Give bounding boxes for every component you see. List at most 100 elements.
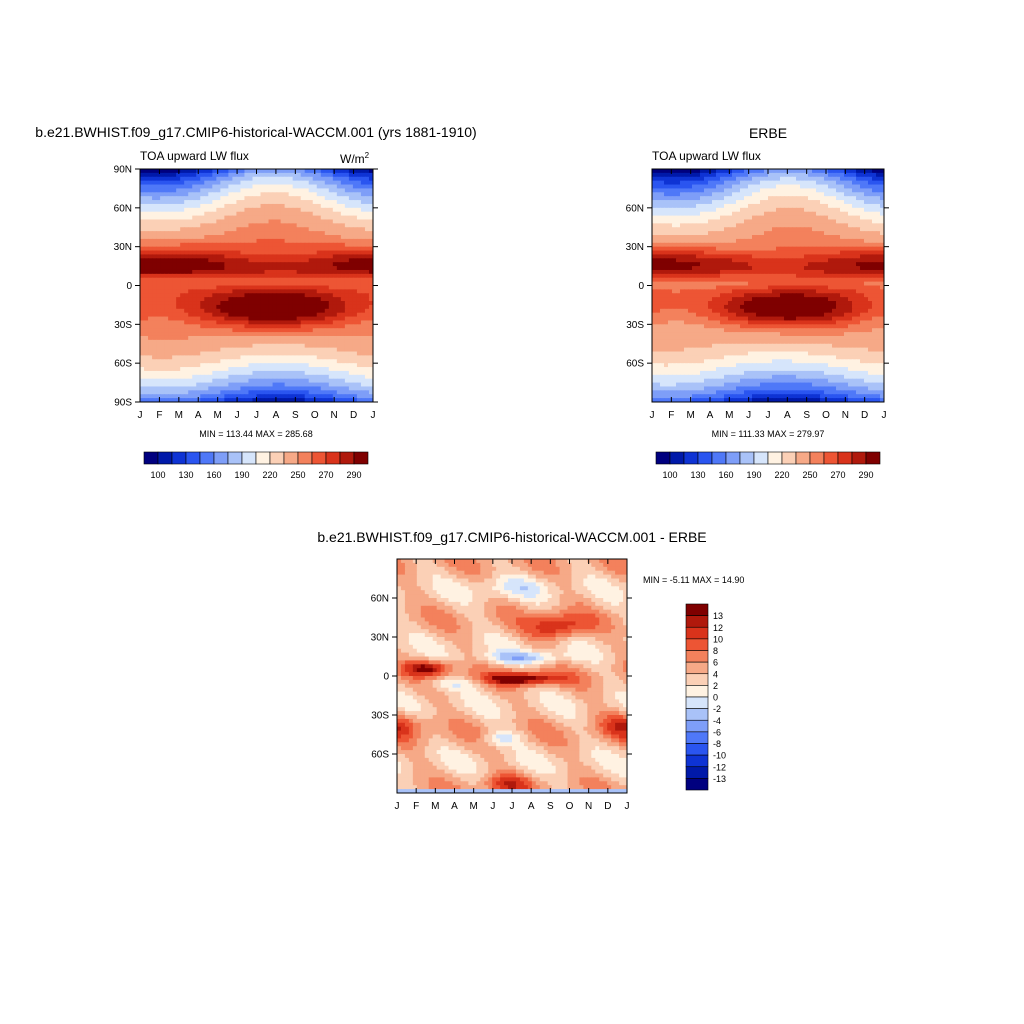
field-cell — [160, 359, 165, 364]
field-cell — [328, 324, 334, 329]
field-cell — [144, 196, 149, 201]
field-cell — [148, 386, 153, 391]
field-cell — [164, 219, 169, 224]
field-cell — [184, 297, 189, 302]
field-cell — [320, 339, 326, 345]
field-cell — [328, 328, 334, 333]
field-cell — [248, 223, 254, 228]
field-cell — [328, 355, 334, 360]
field-cell — [308, 363, 314, 368]
field-cell — [240, 281, 246, 287]
field-cell — [152, 382, 157, 388]
field-cell — [236, 324, 242, 329]
field-cell — [228, 269, 233, 275]
field-cell — [332, 332, 338, 337]
field-cell — [852, 188, 857, 193]
field-cell — [232, 196, 238, 201]
field-cell — [740, 169, 745, 174]
field-cell — [704, 180, 709, 186]
field-cell — [320, 176, 326, 182]
field-cell — [876, 215, 881, 221]
field-cell — [352, 207, 358, 213]
field-cell — [224, 394, 229, 399]
field-cell — [144, 269, 149, 275]
field-cell — [336, 207, 342, 213]
field-cell — [824, 211, 829, 217]
field-cell — [332, 347, 338, 353]
field-cell — [152, 324, 157, 329]
field-cell — [736, 188, 741, 193]
field-cell — [336, 359, 342, 364]
field-cell — [200, 269, 205, 275]
field-cell — [196, 211, 201, 217]
field-cell — [328, 367, 334, 372]
field-cell — [292, 320, 298, 325]
field-cell — [184, 238, 189, 244]
field-cell — [160, 285, 165, 290]
field-cell — [304, 269, 310, 275]
field-cell — [728, 227, 733, 232]
field-cell — [224, 180, 229, 186]
field-cell — [796, 235, 801, 240]
field-cell — [232, 285, 238, 290]
field-cell — [792, 231, 797, 236]
field-cell — [248, 172, 254, 178]
field-cell — [296, 328, 302, 333]
field-cell — [324, 316, 330, 322]
field-cell — [280, 184, 286, 190]
field-cell — [736, 258, 741, 263]
field-cell — [740, 192, 745, 197]
field-cell — [304, 262, 310, 267]
field-cell — [204, 359, 209, 364]
field-cell — [864, 219, 869, 224]
field-cell — [360, 196, 366, 201]
field-cell — [788, 207, 793, 213]
field-cell — [368, 378, 373, 384]
field-cell — [220, 374, 225, 380]
field-cell — [720, 169, 725, 174]
field-cell — [320, 328, 326, 333]
field-cell — [268, 258, 274, 263]
field-cell — [288, 382, 294, 388]
field-cell — [192, 293, 197, 298]
field-cell — [164, 363, 169, 368]
field-cell — [176, 289, 181, 294]
field-cell — [196, 297, 201, 302]
field-cell — [348, 238, 354, 244]
field-cell — [364, 254, 370, 259]
field-cell — [244, 246, 250, 252]
field-cell — [280, 370, 286, 376]
field-cell — [236, 235, 242, 240]
field-cell — [816, 207, 821, 213]
field-cell — [240, 200, 246, 205]
field-cell — [304, 266, 310, 271]
field-cell — [196, 250, 201, 256]
field-cell — [196, 363, 201, 368]
field-cell — [736, 235, 741, 240]
field-cell — [768, 196, 773, 201]
field-cell — [160, 367, 165, 372]
field-cell — [192, 184, 197, 190]
field-cell — [680, 192, 685, 197]
field-cell — [216, 277, 221, 283]
field-cell — [164, 277, 169, 283]
field-cell — [288, 180, 294, 186]
field-cell — [760, 238, 765, 244]
field-cell — [180, 192, 185, 197]
field-cell — [268, 297, 274, 302]
field-cell — [348, 386, 354, 391]
field-cell — [716, 169, 721, 174]
field-cell — [216, 254, 221, 259]
field-cell — [332, 301, 338, 306]
field-cell — [216, 351, 221, 356]
field-cell — [256, 172, 262, 178]
field-cell — [148, 324, 153, 329]
field-cell — [268, 254, 274, 259]
field-cell — [836, 223, 841, 228]
field-cell — [140, 316, 145, 322]
field-cell — [156, 301, 161, 306]
field-cell — [748, 215, 753, 221]
field-cell — [148, 378, 153, 384]
field-cell — [852, 169, 857, 174]
field-cell — [660, 262, 665, 267]
